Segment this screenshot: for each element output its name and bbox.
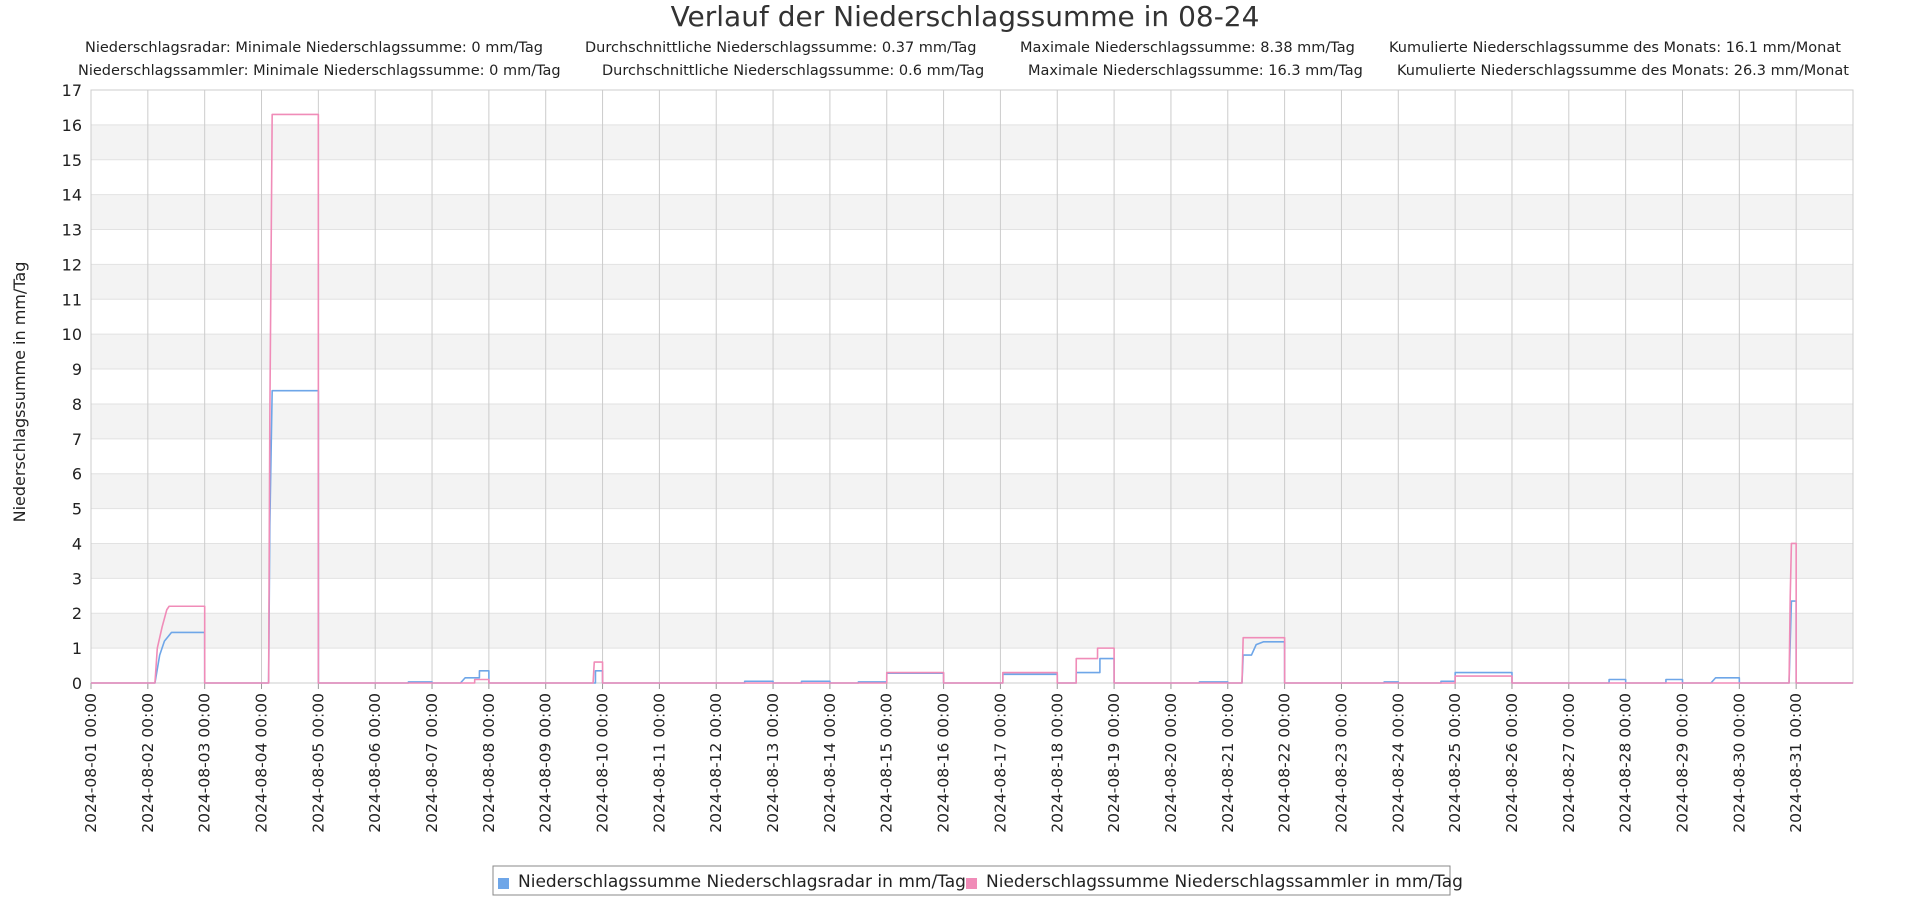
x-tick-label: 2024-08-08 00:00: [480, 693, 498, 833]
legend-swatch-radar: [498, 878, 509, 889]
series-line-collector: [91, 113, 1853, 684]
stat-collector-max: Maximale Niederschlagssumme: 16.3 mm/Tag: [1028, 63, 1363, 79]
y-tick-label: 9: [72, 360, 82, 379]
x-tick-label: 2024-08-29 00:00: [1673, 693, 1691, 833]
y-tick-label: 3: [72, 569, 82, 588]
y-tick-label: 5: [72, 500, 82, 519]
y-band: [91, 264, 1853, 300]
x-tick-label: 2024-08-17 00:00: [991, 693, 1009, 833]
x-tick-label: 2024-08-21 00:00: [1219, 693, 1237, 833]
x-tick-label: 2024-08-22 00:00: [1276, 693, 1294, 833]
legend-label-collector: Niederschlagssumme Niederschlagssammler …: [986, 872, 1463, 892]
stat-collector-avg: Durchschnittliche Niederschlagssumme: 0.…: [602, 63, 984, 79]
x-tick-label: 2024-08-24 00:00: [1389, 693, 1407, 833]
x-tick-label: 2024-08-25 00:00: [1446, 693, 1464, 833]
y-band: [91, 613, 1853, 649]
y-tick-label: 13: [62, 221, 82, 240]
x-tick-label: 2024-08-10 00:00: [594, 693, 612, 833]
stat-collector-min: Niederschlagssammler: Minimale Niedersch…: [78, 63, 561, 79]
x-tick-label: 2024-08-27 00:00: [1560, 693, 1578, 833]
x-tick-label: 2024-08-20 00:00: [1162, 693, 1180, 833]
x-tick-label: 2024-08-09 00:00: [537, 693, 555, 833]
x-axis-ticks: 2024-08-01 00:00 2024-08-02 00:00 2024-08-…: [82, 683, 1805, 833]
y-tick-label: 7: [72, 430, 82, 449]
x-tick-label: 2024-08-04 00:00: [253, 693, 271, 833]
y-band: [91, 403, 1853, 439]
y-tick-label: 1: [72, 639, 82, 658]
x-tick-label: 2024-08-07 00:00: [423, 693, 441, 833]
legend-swatch-collector: [966, 878, 977, 889]
x-tick-label: 2024-08-28 00:00: [1617, 693, 1635, 833]
y-band: [91, 90, 1853, 125]
y-tick-label: 2: [72, 604, 82, 623]
stats-row-collector: Niederschlagssammler: Minimale Niedersch…: [78, 63, 1849, 79]
x-tick-label: 2024-08-31 00:00: [1787, 693, 1805, 833]
y-tick-label: 0: [72, 674, 82, 693]
y-tick-label: 4: [72, 534, 82, 553]
x-tick-label: 2024-08-14 00:00: [821, 693, 839, 833]
y-tick-label: 6: [72, 465, 82, 484]
x-tick-label: 2024-08-15 00:00: [878, 693, 896, 833]
y-tick-label: 16: [62, 116, 82, 135]
x-tick-label: 2024-08-02 00:00: [139, 693, 157, 833]
y-tick-label: 14: [62, 186, 82, 205]
y-band: [91, 159, 1853, 195]
y-tick-label: 17: [62, 81, 82, 100]
x-tick-label: 2024-08-23 00:00: [1332, 693, 1350, 833]
y-band: [91, 508, 1853, 544]
x-tick-label: 2024-08-06 00:00: [366, 693, 384, 833]
y-band: [91, 299, 1853, 335]
y-tick-label: 15: [62, 151, 82, 170]
y-band: [91, 369, 1853, 404]
y-band: [91, 578, 1853, 614]
x-tick-label: 2024-08-12 00:00: [707, 693, 725, 833]
legend-label-radar: Niederschlagssumme Niederschlagsradar in…: [518, 872, 966, 892]
x-tick-label: 2024-08-01 00:00: [82, 693, 100, 833]
x-tick-label: 2024-08-30 00:00: [1730, 693, 1748, 833]
plot-bands: [91, 90, 1853, 683]
legend: Niederschlagssumme Niederschlagsradar in…: [492, 865, 1463, 896]
x-tick-label: 2024-08-03 00:00: [196, 693, 214, 833]
x-tick-label: 2024-08-11 00:00: [650, 693, 668, 833]
stats-row-radar: Niederschlagsradar: Minimale Niederschla…: [85, 40, 1841, 56]
y-band: [91, 124, 1853, 160]
x-tick-label: 2024-08-16 00:00: [935, 693, 953, 833]
stat-radar-max: Maximale Niederschlagssumme: 8.38 mm/Tag: [1020, 40, 1355, 56]
y-tick-label: 12: [62, 255, 82, 274]
y-band: [91, 473, 1853, 509]
stat-collector-cum: Kumulierte Niederschlagssumme des Monats…: [1397, 63, 1849, 79]
y-tick-label: 8: [72, 395, 82, 414]
chart-title: Verlauf der Niederschlagssumme in 08-24: [671, 0, 1260, 33]
y-band: [91, 648, 1853, 683]
y-band: [91, 543, 1853, 579]
stat-radar-avg: Durchschnittliche Niederschlagssumme: 0.…: [585, 40, 976, 56]
y-tick-label: 11: [62, 290, 82, 309]
x-tick-label: 2024-08-13 00:00: [764, 693, 782, 833]
series-lines: [91, 113, 1853, 684]
y-band: [91, 229, 1853, 265]
y-axis-label: Niederschlagssumme in mm/Tag: [10, 262, 29, 523]
x-tick-label: 2024-08-05 00:00: [309, 693, 327, 833]
stat-radar-cum: Kumulierte Niederschlagssumme des Monats…: [1389, 40, 1841, 56]
x-tick-label: 2024-08-18 00:00: [1048, 693, 1066, 833]
y-band: [91, 438, 1853, 474]
x-tick-label: 2024-08-26 00:00: [1503, 693, 1521, 833]
y-band: [91, 194, 1853, 230]
stat-radar-min: Niederschlagsradar: Minimale Niederschla…: [85, 40, 543, 56]
y-band: [91, 334, 1853, 370]
x-tick-label: 2024-08-19 00:00: [1105, 693, 1123, 833]
y-tick-label: 10: [62, 325, 82, 344]
